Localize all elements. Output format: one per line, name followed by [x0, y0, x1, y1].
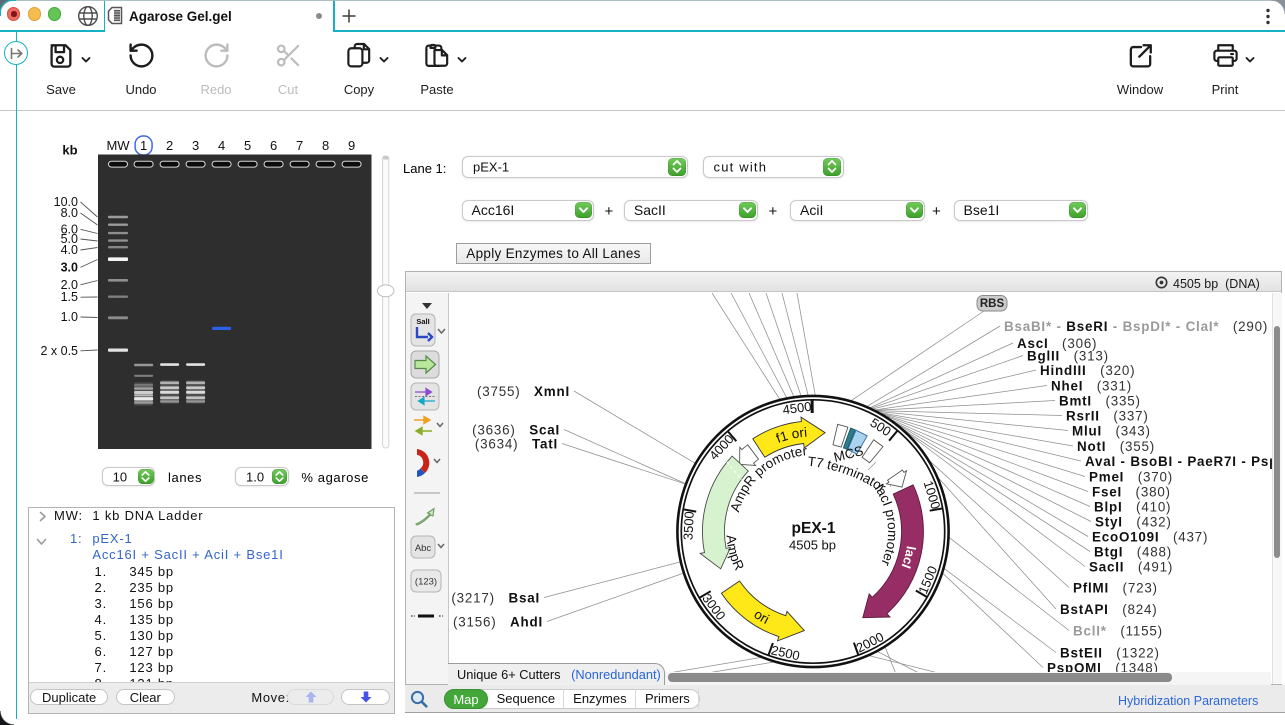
svg-text:pEX-1: pEX-1 — [792, 520, 836, 537]
svg-text:MCS: MCS — [832, 443, 865, 465]
svg-text:6: 6 — [270, 138, 277, 153]
svg-text:2500: 2500 — [770, 642, 802, 663]
svg-text:BmtI (335): BmtI (335) — [1059, 393, 1141, 408]
svg-text:4: 4 — [218, 138, 225, 153]
svg-text:MluI (343): MluI (343) — [1072, 423, 1151, 438]
svg-text:BsaBI* - BseRI - BspDI* - ClaI: BsaBI* - BseRI - BspDI* - ClaI* (290) — [1004, 319, 1268, 334]
svg-text:kb: kb — [62, 143, 77, 158]
svg-text:9: 9 — [348, 138, 355, 153]
svg-text:1.5: 1.5 — [61, 290, 78, 304]
svg-text:EcoO109I (437): EcoO109I (437) — [1092, 529, 1208, 544]
svg-text:BstAPI (824): BstAPI (824) — [1060, 602, 1158, 617]
svg-text:5: 5 — [244, 138, 251, 153]
svg-text:lacI: lacI — [899, 545, 919, 571]
svg-text:RsrII (337): RsrII (337) — [1066, 408, 1149, 423]
svg-text:7: 7 — [296, 138, 303, 153]
svg-text:8: 8 — [322, 138, 329, 153]
svg-text:AscI (306): AscI (306) — [1017, 336, 1097, 351]
svg-text:BlpI (410): BlpI (410) — [1094, 499, 1171, 514]
svg-text:3.0: 3.0 — [61, 260, 78, 274]
svg-text:(3156) AhdI: (3156) AhdI — [453, 614, 543, 629]
svg-text:PspOMI (1348): PspOMI (1348) — [1047, 660, 1159, 675]
svg-text:10.0: 10.0 — [54, 195, 78, 209]
svg-text:AmpR: AmpR — [723, 534, 747, 573]
svg-text:6.0: 6.0 — [61, 222, 78, 236]
svg-text:RBS: RBS — [980, 298, 1005, 310]
svg-text:ori: ori — [751, 607, 771, 627]
svg-text:NheI (331): NheI (331) — [1051, 378, 1132, 393]
svg-text:2.0: 2.0 — [61, 278, 78, 292]
svg-text:PflMI (723): PflMI (723) — [1073, 580, 1158, 595]
svg-text:2: 2 — [166, 138, 173, 153]
svg-text:8.0: 8.0 — [61, 206, 78, 220]
svg-text:(3634) TatI: (3634) TatI — [475, 436, 558, 451]
svg-text:4505 bp: 4505 bp — [789, 538, 836, 553]
svg-text:Abc: Abc — [415, 543, 432, 554]
svg-text:AvaI - BsoBI - PaeR7I - PspXI: AvaI - BsoBI - PaeR7I - PspXI - XhoI — [1085, 454, 1272, 469]
svg-text:2 x 0.5: 2 x 0.5 — [40, 344, 78, 358]
svg-text:(3636) ScaI: (3636) ScaI — [472, 422, 560, 437]
svg-text:BstEII (1322): BstEII (1322) — [1060, 645, 1160, 660]
svg-text:FseI (380): FseI (380) — [1092, 484, 1171, 499]
svg-text:PmeI (370): PmeI (370) — [1089, 469, 1173, 484]
svg-text:(3755) XmnI: (3755) XmnI — [477, 384, 570, 399]
svg-text:BtgI (488): BtgI (488) — [1094, 544, 1172, 559]
svg-text:4.0: 4.0 — [61, 243, 78, 257]
svg-text:3: 3 — [192, 138, 199, 153]
svg-text:(3217) BsaI: (3217) BsaI — [451, 590, 540, 605]
svg-text:1500: 1500 — [915, 564, 940, 596]
svg-text:SalI: SalI — [416, 317, 429, 326]
svg-text:2000: 2000 — [854, 629, 887, 656]
svg-text:BglII (313): BglII (313) — [1027, 348, 1109, 363]
svg-text:(123): (123) — [415, 577, 437, 588]
svg-text:SacII (491): SacII (491) — [1089, 559, 1173, 574]
svg-text:4500: 4500 — [782, 399, 813, 418]
svg-text:BclI* (1155): BclI* (1155) — [1073, 623, 1163, 638]
svg-text:HindIII (320): HindIII (320) — [1040, 363, 1135, 378]
svg-text:1: 1 — [140, 138, 147, 153]
svg-text:1.0: 1.0 — [61, 310, 78, 324]
svg-text:5.0: 5.0 — [61, 232, 78, 246]
svg-text:NotI (355): NotI (355) — [1077, 439, 1155, 454]
svg-text:StyI (432): StyI (432) — [1095, 514, 1172, 529]
svg-text:MW: MW — [106, 138, 130, 153]
svg-text:3500: 3500 — [680, 511, 696, 541]
